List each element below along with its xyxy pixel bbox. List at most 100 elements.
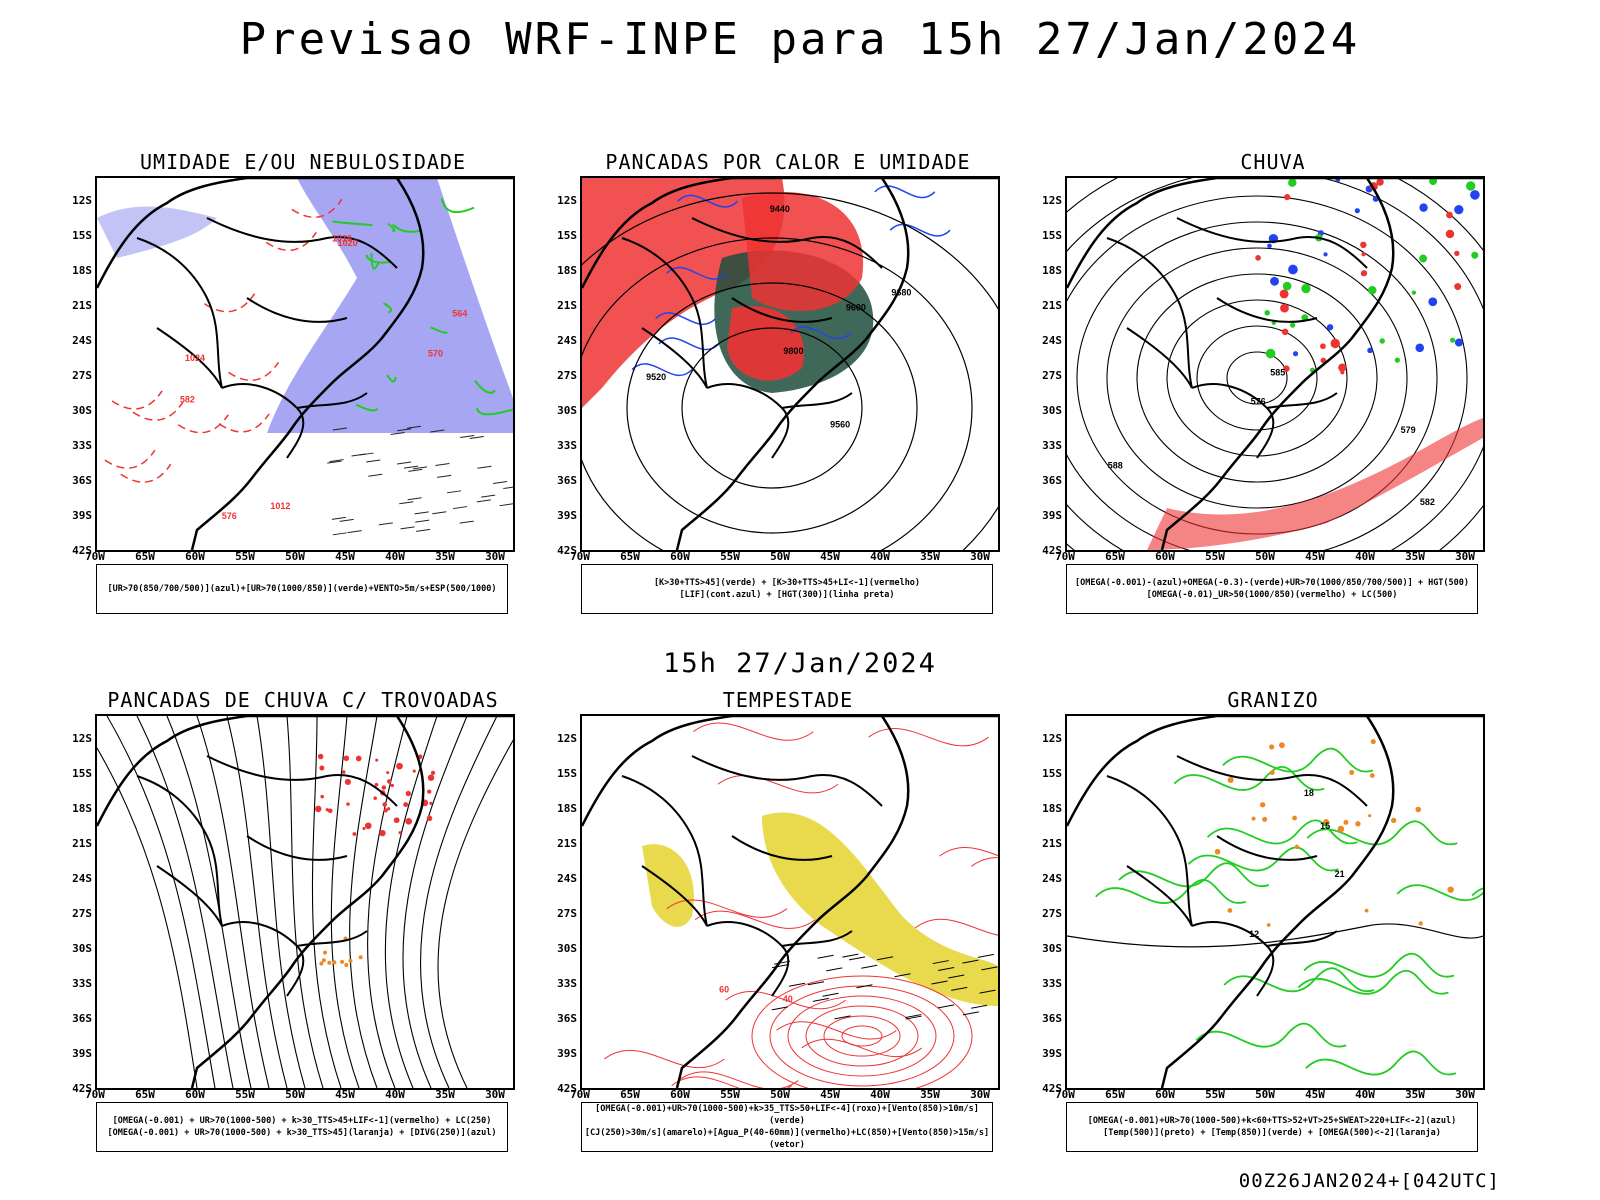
panel-legend: [OMEGA(-0.001) + UR>70(1000-500) + k>30_…: [96, 1102, 508, 1152]
streamline: [725, 990, 846, 1010]
wind-vector: [807, 981, 825, 986]
wind-vector: [430, 429, 445, 433]
contour-label: 576: [1251, 396, 1266, 406]
hail-cell: [1251, 816, 1256, 821]
longitude-label: 40W: [1355, 1088, 1375, 1101]
latitude-label: 42S: [557, 1082, 577, 1095]
precip-cell: [1454, 338, 1463, 347]
contour-label: 585: [1270, 368, 1285, 378]
hail-cell: [1390, 817, 1397, 824]
precip-cell: [1282, 281, 1292, 291]
hail-cell: [1370, 739, 1376, 745]
storm-cell: [364, 822, 372, 830]
storm-cell: [387, 807, 391, 811]
hail-cell: [1418, 921, 1423, 926]
lifted-index-contour: [889, 223, 951, 237]
precip-cell: [1454, 204, 1464, 215]
contour-label: 1024: [185, 353, 205, 363]
precip-cell: [1446, 211, 1453, 219]
panel-title: GRANIZO: [1227, 688, 1319, 712]
storm-cell: [340, 959, 345, 964]
temperature-850-contour: [1306, 820, 1458, 846]
latitude-label: 18S: [72, 802, 92, 815]
contour-label: 582: [1420, 497, 1435, 507]
precip-cell: [1280, 303, 1289, 313]
streamline: [166, 716, 252, 1088]
latitude-label: 12S: [72, 194, 92, 207]
streamline: [841, 1025, 883, 1047]
longitude-label: 45W: [820, 550, 840, 563]
map-panel: GRANIZO 12S 15S 18S 21S 24S 27S 30S 33S 36S 39S 42S…: [1040, 688, 1510, 1158]
latitude-label: 30S: [72, 404, 92, 417]
country-border: [621, 775, 708, 927]
precip-cell: [1288, 178, 1297, 187]
country-border: [641, 327, 708, 389]
storm-cell: [390, 783, 395, 788]
temperature-850-contour: [1118, 862, 1270, 888]
legend-line: [LIF](cont.azul) + [HGT(300)](linha pret…: [679, 590, 895, 600]
latitude-label: 42S: [1042, 544, 1062, 557]
longitude-label: 40W: [385, 550, 405, 563]
latitude-label: 30S: [1042, 404, 1062, 417]
wind-vector: [938, 966, 955, 971]
legend-line: [K>30+TTS>45](verde) + [K>30+TTS>45+LI<-…: [653, 578, 921, 588]
streamline: [106, 716, 216, 1088]
precip-cell: [1270, 276, 1279, 286]
longitude-label: 30W: [1455, 1088, 1475, 1101]
geopotential-contour: [1226, 351, 1288, 405]
storm-cell: [429, 801, 433, 805]
longitude-label: 65W: [1105, 550, 1125, 563]
streamline: [420, 716, 498, 1088]
longitude-label: 45W: [335, 550, 355, 563]
hail-cell: [1349, 769, 1355, 775]
longitude-label: 60W: [1155, 1088, 1175, 1101]
latitude-label: 30S: [1042, 942, 1062, 955]
streamline: [914, 918, 998, 936]
latitude-label: 33S: [72, 977, 92, 990]
latitude-label: 12S: [557, 194, 577, 207]
precip-cell: [1471, 251, 1479, 259]
temperature-850-contour: [1223, 967, 1375, 993]
wind-vector: [351, 453, 366, 457]
streamline: [671, 1076, 793, 1088]
latitude-label: 39S: [1042, 509, 1062, 522]
country-border: [221, 383, 305, 459]
country-border: [1191, 383, 1275, 459]
storm-cell: [348, 958, 353, 963]
latitude-label: 30S: [557, 942, 577, 955]
streamline: [666, 899, 788, 918]
wind-vector: [932, 960, 949, 965]
map-panel: PANCADAS DE CHUVA C/ TROVOADAS 12S 15S 18S 2…: [70, 688, 540, 1158]
longitude-label: 30W: [1455, 550, 1475, 563]
country-border: [731, 297, 833, 323]
streamline: [823, 1015, 901, 1057]
longitude-label: 60W: [1155, 550, 1175, 563]
precip-cell: [1450, 337, 1456, 343]
longitude-label: 50W: [285, 1088, 305, 1101]
latitude-label: 18S: [72, 264, 92, 277]
storm-cell: [386, 779, 392, 784]
contour-label: 582: [180, 394, 195, 404]
wind-vector: [937, 1004, 955, 1009]
geopotential-contour: [1166, 299, 1348, 457]
precip-cell: [1264, 309, 1271, 316]
country-border: [1216, 835, 1318, 861]
latitude-label: 39S: [1042, 1047, 1062, 1060]
wind-vector: [905, 1014, 922, 1019]
wind-vector: [834, 1015, 851, 1020]
streamline: [801, 1038, 923, 1058]
contour-label: 579: [1401, 425, 1416, 435]
streamline: [717, 775, 839, 794]
thickness-contour: [265, 231, 317, 251]
legend-line: [OMEGA(-0.01)_UR>50(1000/850)(vermelho) …: [1146, 590, 1398, 600]
lifted-index-contour: [790, 326, 852, 340]
wind-vector: [476, 499, 491, 503]
precip-cell: [1454, 283, 1462, 291]
geopotential-contour: [1067, 195, 1468, 550]
wind-vector: [403, 465, 419, 469]
longitude-label: 30W: [970, 1088, 990, 1101]
contour-label: 9600: [846, 302, 866, 312]
storm-cell: [320, 794, 324, 799]
country-border: [691, 217, 883, 269]
storm-cell: [362, 827, 366, 831]
